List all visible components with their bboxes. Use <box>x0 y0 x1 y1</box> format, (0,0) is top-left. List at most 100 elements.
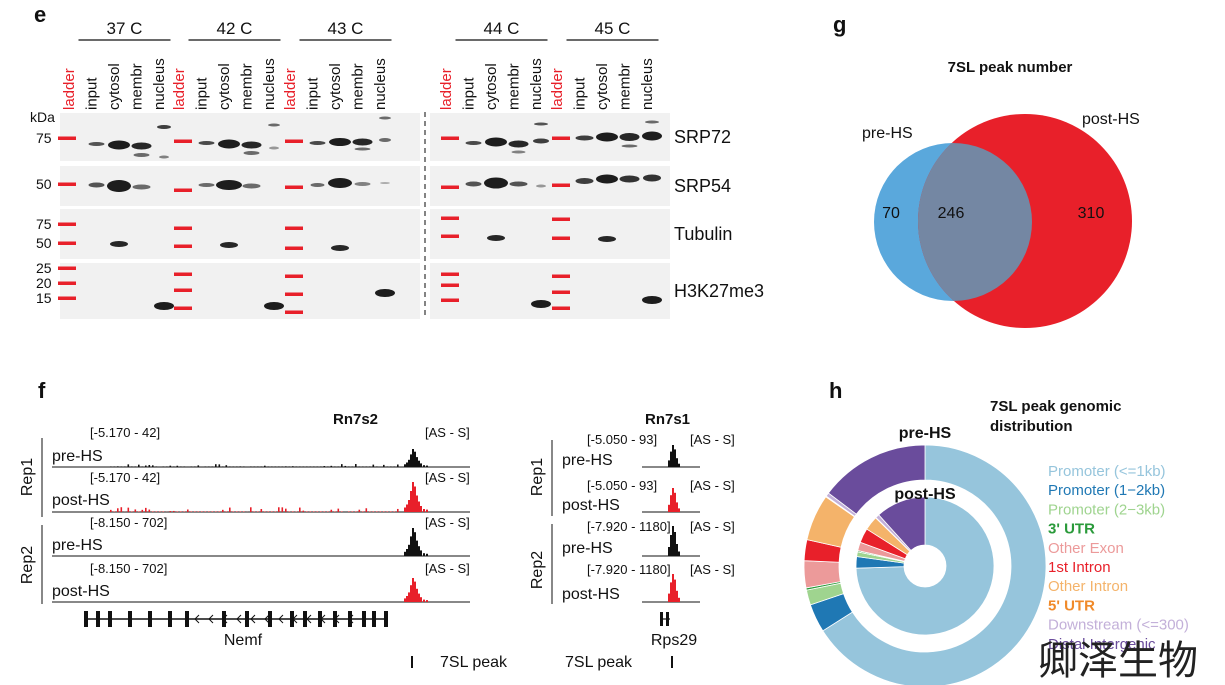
temp-header-4: 45 C <box>595 19 631 38</box>
track-range: [-7.920 - 1180] <box>587 519 671 534</box>
protein-band <box>621 144 638 148</box>
track-range: [-5.170 - 42] <box>90 470 160 485</box>
panel-e-letter: e <box>34 2 46 27</box>
track-strand: [AS - S] <box>690 519 735 534</box>
exon <box>318 611 322 627</box>
peak-bar <box>668 504 670 512</box>
signal-bar <box>309 466 312 467</box>
protein-band <box>198 141 215 145</box>
venn-overlap <box>918 143 1032 301</box>
exon <box>185 611 189 627</box>
signal-bar <box>110 466 112 467</box>
signal-bar <box>334 511 336 512</box>
ladder-band <box>174 244 192 248</box>
lane-label-nucleus: nucleus <box>261 58 278 110</box>
track-strand: [AS - S] <box>690 562 735 577</box>
lane-label-ladder: ladder <box>61 68 78 110</box>
protein-band <box>575 178 594 184</box>
signal-bar <box>337 508 340 512</box>
blot-membrane <box>430 209 670 259</box>
track-strand: [AS - S] <box>690 478 735 493</box>
signal-bar <box>358 509 361 512</box>
strand-arrow <box>264 614 270 624</box>
signal-bar <box>131 511 133 512</box>
peak-bar <box>416 540 418 556</box>
peak-bar <box>408 459 410 467</box>
signal-bar <box>316 466 319 467</box>
signal-bar <box>138 511 140 512</box>
protein-band <box>380 182 390 184</box>
signal-bar <box>232 466 235 467</box>
peak-bar <box>404 598 406 602</box>
protein-band <box>465 141 482 145</box>
lane-label-input: input <box>572 77 589 110</box>
protein-band <box>159 155 169 159</box>
strand-arrow <box>334 614 340 624</box>
track-range: [-8.150 - 702] <box>90 561 167 576</box>
peak-bar <box>674 492 676 512</box>
track-range: [-7.920 - 1180] <box>587 562 671 577</box>
ladder-band <box>174 139 192 143</box>
lane-label-ladder: ladder <box>549 68 566 110</box>
signal-bar <box>299 466 301 467</box>
signal-bar <box>113 466 116 467</box>
ladder-band <box>441 185 459 189</box>
ladder-band <box>552 136 570 140</box>
ladder-band <box>441 136 459 140</box>
signal-bar <box>211 511 214 512</box>
protein-band <box>108 140 130 150</box>
signal-bar <box>159 511 161 512</box>
signal-bar <box>323 511 326 512</box>
signal-bar <box>327 511 329 512</box>
exon <box>303 611 307 627</box>
protein-band <box>131 142 152 150</box>
peak-bar <box>670 451 672 467</box>
signal-bar <box>218 464 221 467</box>
signal-bar <box>320 511 322 512</box>
signal-bar <box>302 466 305 467</box>
protein-band <box>157 125 171 129</box>
signal-bar <box>271 511 273 512</box>
lane-label-membr: membr <box>350 63 367 110</box>
lane-label-cytosol: cytosol <box>216 63 233 110</box>
signal-bar <box>372 511 375 512</box>
peak-bar <box>426 465 428 467</box>
watermark: 卿泽生物 <box>1038 638 1198 684</box>
ladder-band <box>58 136 76 140</box>
signal-bar <box>187 509 189 512</box>
ladder-band <box>441 216 459 220</box>
signal-bar <box>299 507 301 512</box>
signal-bar <box>218 511 221 512</box>
protein-band <box>643 174 661 182</box>
signal-bar <box>239 466 242 467</box>
signal-bar <box>341 464 343 467</box>
signal-bar <box>323 466 326 467</box>
signal-bar <box>243 511 245 512</box>
signal-bar <box>134 509 137 512</box>
signal-bar <box>176 465 179 467</box>
protein-band <box>619 133 640 141</box>
peak-bar <box>668 460 670 467</box>
track-strand: [AS - S] <box>425 515 470 530</box>
lane-label-input: input <box>84 77 101 110</box>
signal-bar <box>365 508 368 512</box>
signal-bar <box>351 511 354 512</box>
signal-bar <box>348 466 350 467</box>
protein-band <box>379 138 391 142</box>
signal-bar <box>264 465 266 467</box>
peak-bar <box>426 600 428 602</box>
protein-band <box>509 181 528 187</box>
lane-label-membr: membr <box>617 63 634 110</box>
legend-item-6: Other Intron <box>1048 578 1128 595</box>
blot-membrane <box>430 166 670 206</box>
peak-bar <box>423 599 425 602</box>
peak-bar <box>420 463 422 467</box>
protein-band <box>531 300 551 308</box>
signal-bar <box>253 466 256 467</box>
track-range: [-5.170 - 42] <box>90 425 160 440</box>
rep2-label-right: Rep2 <box>529 551 546 589</box>
signal-bar <box>127 464 130 467</box>
signal-bar <box>166 466 168 467</box>
strand-arrow <box>320 614 326 624</box>
